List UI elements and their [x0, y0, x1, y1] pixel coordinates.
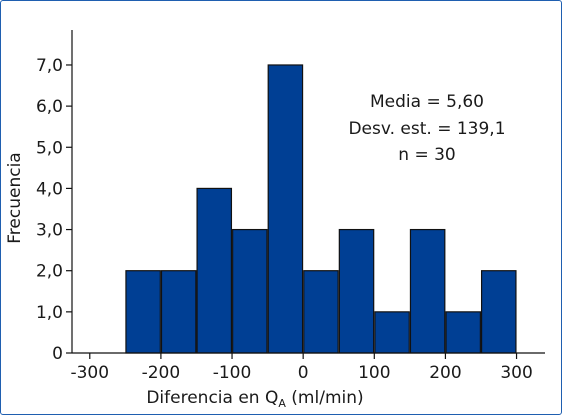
- histogram-bar-8: [409, 228, 446, 354]
- histogram-bar-2: [196, 187, 233, 354]
- histogram-bar-1: [160, 270, 197, 354]
- y-tick-label-4: 4,0: [36, 179, 63, 199]
- stats-box: Media = 5,60 Desv. est. = 139,1 n = 30: [348, 92, 505, 165]
- histogram-bar-9: [445, 311, 481, 354]
- x-tick-label-2: -100: [213, 363, 252, 383]
- histogram-bar-3: [232, 228, 268, 354]
- x-tick-label-4: 100: [358, 363, 390, 383]
- y-tick-label-0: 0: [52, 344, 63, 364]
- axes-group: [71, 30, 545, 354]
- y-tick-label-3: 3,0: [36, 221, 63, 241]
- x-axis-label-main: Diferencia en Q: [146, 388, 278, 408]
- stats-std-dev: Desv. est. = 139,1: [348, 119, 505, 139]
- x-tick-label-5: 200: [429, 363, 461, 383]
- stats-n: n = 30: [398, 145, 455, 165]
- y-tick-label-7: 7,0: [36, 56, 63, 76]
- x-tick-label-0: -300: [70, 363, 109, 383]
- y-tick-label-5: 5,0: [36, 138, 63, 158]
- histogram-bar-5: [303, 270, 339, 354]
- x-tick-label-1: -200: [142, 363, 181, 383]
- stats-mean: Media = 5,60: [370, 92, 484, 112]
- y-axis-label: Frecuencia: [5, 152, 25, 243]
- x-axis-label-subscript: A: [278, 397, 286, 410]
- histogram-bar-6: [338, 228, 375, 354]
- y-tick-label-2: 2,0: [36, 262, 63, 282]
- x-axis-label-suffix: (ml/min): [286, 388, 364, 408]
- y-tick-label-1: 1,0: [36, 303, 63, 323]
- histogram-bar-7: [374, 311, 410, 354]
- x-tick-label-3: 0: [298, 363, 309, 383]
- x-ticks-group: -300 -200 -100 0 100 200 300: [70, 353, 533, 383]
- y-ticks-group: 0 1,0 2,0 3,0 4,0 5,0 6,0 7,0: [36, 56, 72, 364]
- y-tick-label-6: 6,0: [36, 97, 63, 117]
- x-axis-label: Diferencia en QA (ml/min): [146, 388, 363, 410]
- x-tick-label-6: 300: [500, 363, 532, 383]
- histogram-bar-0: [125, 270, 161, 354]
- histogram-bar-10: [480, 270, 517, 354]
- histogram-bar-4: [267, 64, 304, 354]
